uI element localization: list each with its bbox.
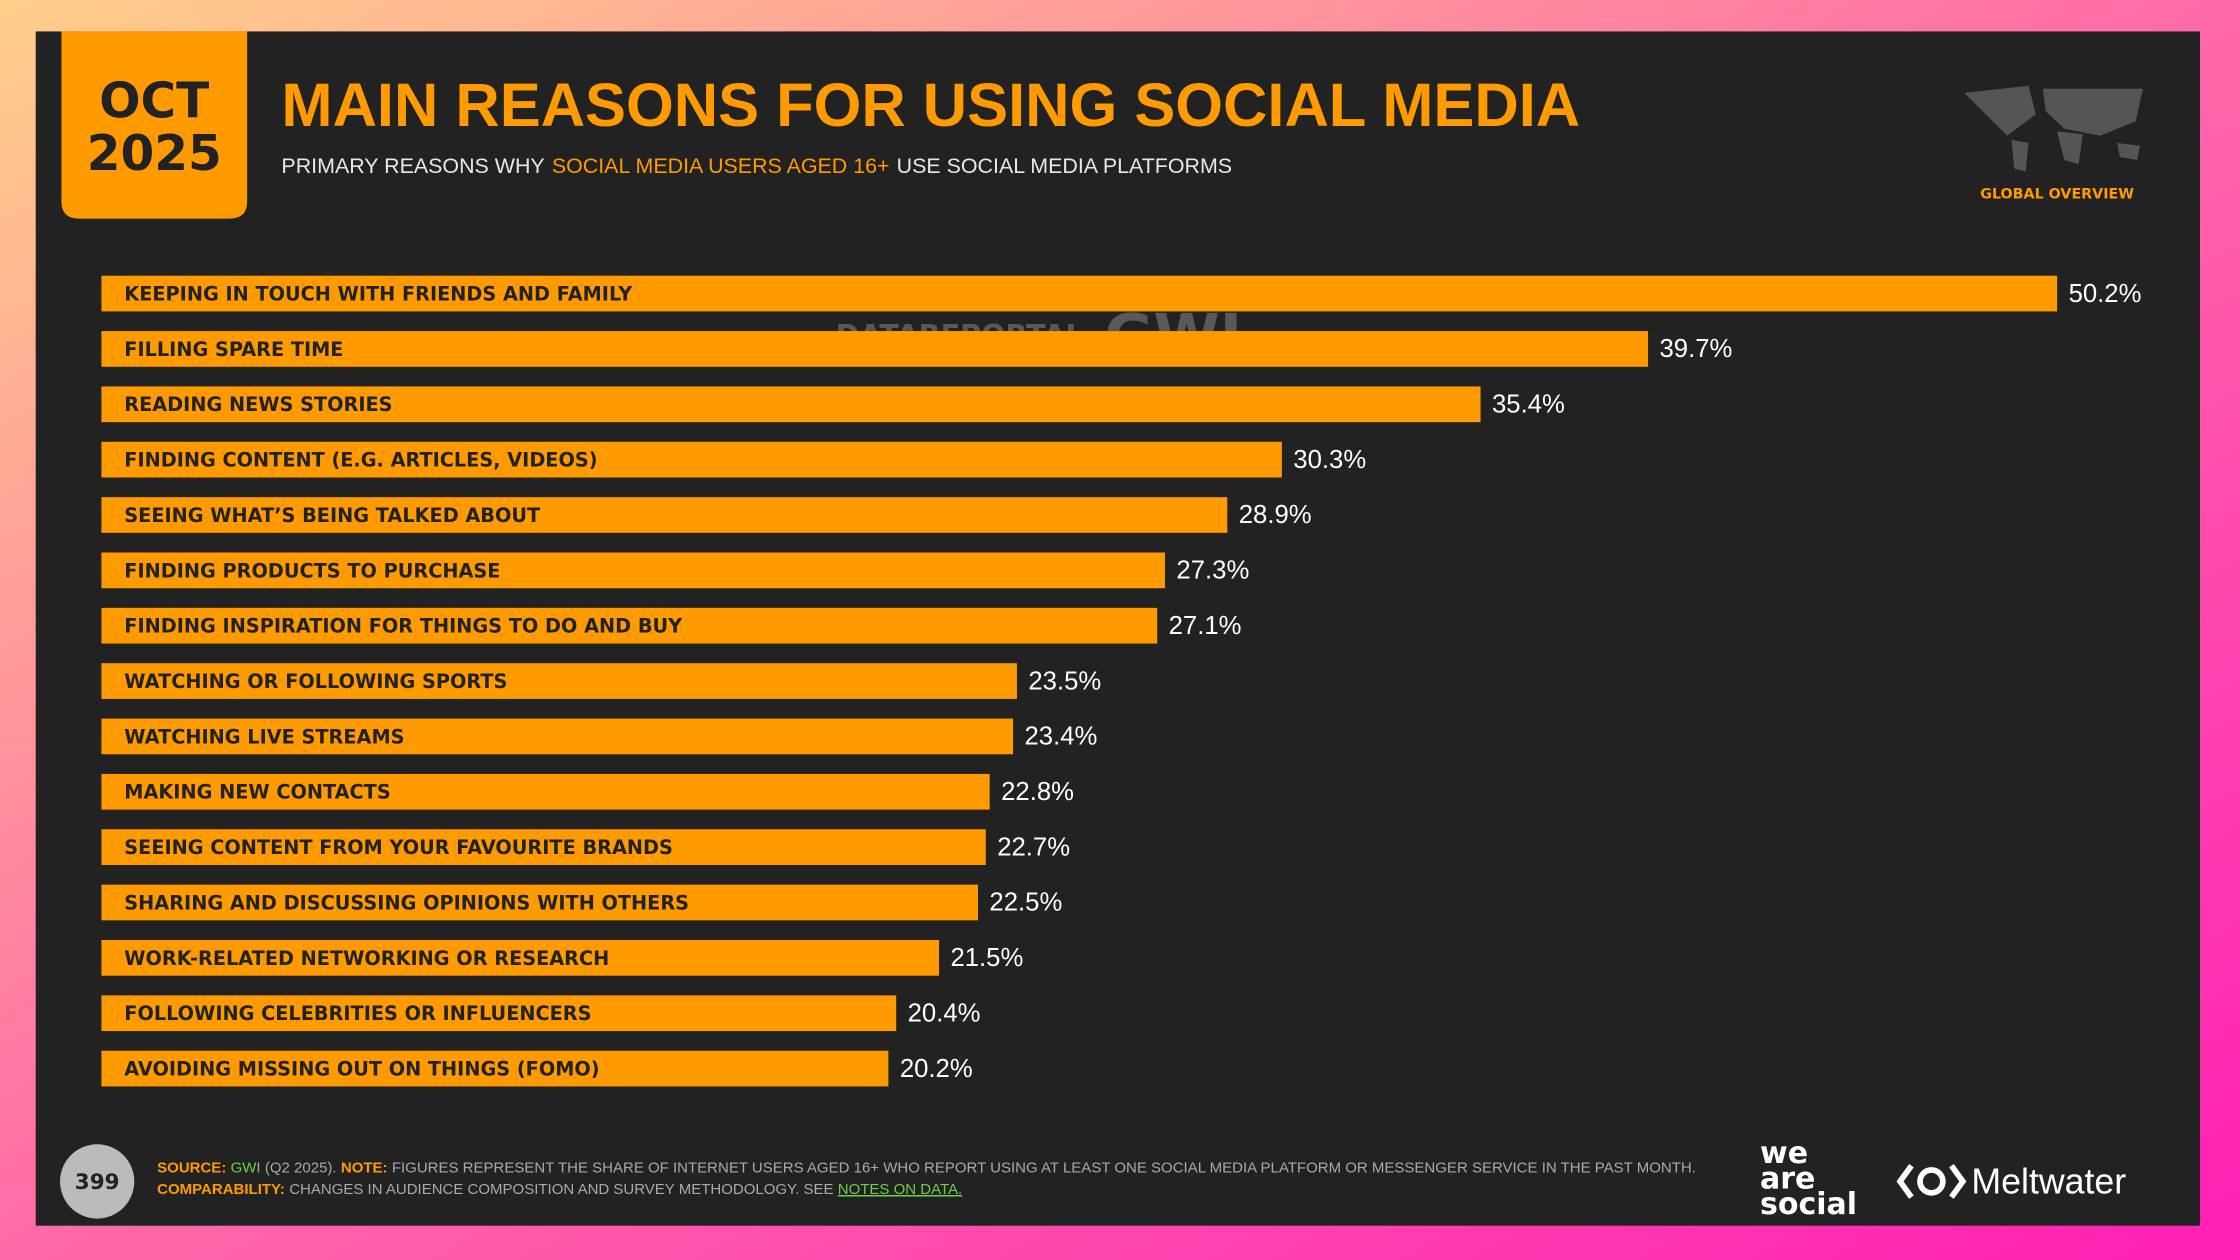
bar bbox=[101, 884, 978, 921]
subtitle-part: PRIMARY REASONS WHY bbox=[281, 154, 544, 178]
value-label: 50.2% bbox=[2069, 280, 2142, 308]
logo-text: Meltwater bbox=[1971, 1162, 2126, 1202]
bar-chart: KEEPING IN TOUCH WITH FRIENDS AND FAMILY… bbox=[101, 275, 2142, 1087]
logo-text: we bbox=[1760, 1136, 1808, 1171]
footer-line: SOURCE: GWI (Q2 2025). NOTE: FIGURES REPRESE… bbox=[157, 1160, 1696, 1177]
footer-text: (Q2 2025). bbox=[265, 1160, 337, 1177]
value-label: 23.5% bbox=[1028, 667, 1101, 695]
footer-key: NOTE: bbox=[341, 1160, 388, 1177]
value-label: 35.4% bbox=[1492, 391, 1565, 419]
bar bbox=[101, 497, 1228, 533]
page-badge bbox=[60, 1144, 135, 1219]
category-label: KEEPING IN TOUCH WITH FRIENDS AND FAMILY bbox=[124, 283, 633, 306]
category-label: SEEING WHAT’S BEING TALKED ABOUT bbox=[124, 504, 541, 527]
bar bbox=[101, 552, 1165, 589]
value-label: 23.4% bbox=[1024, 723, 1097, 751]
footer-text: FIGURES REPRESENT THE SHARE OF INTERNET … bbox=[392, 1160, 1696, 1177]
category-label: FINDING PRODUCTS TO PURCHASE bbox=[124, 559, 500, 582]
category-label: FOLLOWING CELEBRITIES OR INFLUENCERS bbox=[124, 1002, 591, 1025]
value-label: 20.2% bbox=[900, 1055, 973, 1083]
subtitle-highlight: SOCIAL MEDIA USERS AGED 16+ bbox=[552, 154, 890, 178]
bar bbox=[101, 331, 1649, 367]
footer-link: NOTES ON DATA. bbox=[838, 1181, 962, 1198]
meltwater-icon bbox=[1896, 1164, 1967, 1199]
value-label: 22.5% bbox=[989, 889, 1062, 917]
bar bbox=[101, 607, 1158, 644]
bar bbox=[101, 1050, 889, 1087]
world-map bbox=[1964, 85, 2143, 172]
footer-text: CHANGES IN AUDIENCE COMPOSITION AND SURV… bbox=[289, 1181, 833, 1198]
value-label: 27.3% bbox=[1176, 557, 1249, 585]
value-label: 22.7% bbox=[997, 833, 1070, 861]
category-label: FILLING SPARE TIME bbox=[124, 338, 343, 361]
value-label: 27.1% bbox=[1169, 612, 1242, 640]
logo-text: social bbox=[1760, 1187, 1857, 1222]
value-label: 39.7% bbox=[1660, 335, 1733, 363]
category-label: FINDING CONTENT (E.G. ARTICLES, VIDEOS) bbox=[124, 449, 597, 472]
category-label: SEEING CONTENT FROM YOUR FAVOURITE BRAND… bbox=[124, 836, 673, 859]
category-label: READING NEWS STORIES bbox=[124, 393, 392, 416]
value-label: 22.8% bbox=[1001, 778, 1074, 806]
category-label: MAKING NEW CONTACTS bbox=[124, 781, 390, 804]
bar bbox=[101, 441, 1282, 478]
region: GLOBAL OVERVIEW bbox=[1980, 186, 2134, 202]
category-label: FINDING INSPIRATION FOR THINGS TO DO AND… bbox=[124, 615, 683, 638]
value-label: 30.3% bbox=[1293, 446, 1366, 474]
date-month: OCT bbox=[99, 73, 209, 129]
bar bbox=[101, 386, 1481, 423]
bar bbox=[101, 275, 2058, 312]
bar bbox=[101, 829, 986, 865]
bar bbox=[101, 940, 940, 976]
value-label: 20.4% bbox=[908, 999, 981, 1027]
date-box bbox=[61, 31, 248, 219]
category-label: SHARING AND DISCUSSING OPINIONS WITH OTH… bbox=[124, 891, 689, 914]
category-label: WATCHING OR FOLLOWING SPORTS bbox=[124, 670, 507, 693]
footer-key: SOURCE: bbox=[157, 1160, 226, 1177]
title: MAIN REASONS FOR USING SOCIAL MEDIA bbox=[281, 71, 1580, 140]
bar bbox=[101, 773, 990, 810]
subtitle: PRIMARY REASONS WHY SOCIAL MEDIA USERS AG… bbox=[281, 154, 1232, 178]
bar bbox=[101, 995, 897, 1032]
date-year: 2025 bbox=[87, 126, 222, 182]
footer-link: GWI bbox=[231, 1160, 261, 1177]
category-label: WATCHING LIVE STREAMS bbox=[124, 725, 404, 748]
page-number: 399 bbox=[75, 1170, 120, 1195]
footer-line: COMPARABILITY: CHANGES IN AUDIENCE COMPOS… bbox=[157, 1181, 962, 1198]
logo-text: are bbox=[1760, 1162, 1815, 1197]
bar bbox=[101, 663, 1017, 699]
bar bbox=[101, 718, 1014, 755]
footer-key: COMPARABILITY: bbox=[157, 1181, 285, 1198]
value-label: 28.9% bbox=[1239, 501, 1312, 529]
subtitle-part: USE SOCIAL MEDIA PLATFORMS bbox=[897, 154, 1232, 178]
value-label: 21.5% bbox=[950, 944, 1023, 972]
category-label: WORK-RELATED NETWORKING OR RESEARCH bbox=[124, 947, 609, 970]
category-label: AVOIDING MISSING OUT ON THINGS (FOMO) bbox=[124, 1058, 599, 1081]
